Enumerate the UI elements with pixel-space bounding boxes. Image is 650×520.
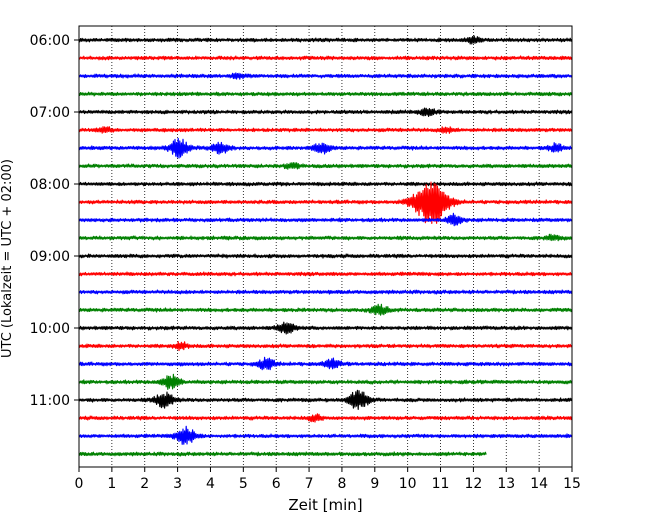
x-tick-label: 5 [239,476,248,492]
y-tick-label: 09:00 [30,249,70,265]
trace-line [78,181,573,187]
trace-line [78,72,573,80]
trace-line [78,271,573,277]
y-tick-label: 06:00 [30,33,70,49]
trace-line [78,253,573,259]
x-axis-ticks: 0 1 2 3 4 5 6 7 8 9 10 11 12 13 14 15 [75,467,581,492]
x-tick-label: 14 [530,476,548,492]
x-tick-label: 15 [563,476,581,492]
x-tick-label: 7 [305,476,314,492]
y-tick-label: 11:00 [30,393,70,409]
trace-line [78,413,573,423]
x-tick-label: 9 [370,476,379,492]
trace-line [78,233,573,242]
y-tick-label: 10:00 [30,321,70,337]
y-tick-label: 08:00 [30,177,70,193]
trace-line [78,212,573,227]
y-tick-label: 07:00 [30,105,70,121]
seismic-traces [78,35,573,457]
plot-frame [78,25,573,468]
trace-line [78,91,573,97]
trace-line [78,356,573,371]
trace-line [78,451,487,457]
trace-line [78,425,573,445]
x-tick-label: 4 [206,476,215,492]
x-tick-label: 8 [337,476,346,492]
trace-line [78,35,573,45]
x-tick-label: 12 [464,476,482,492]
trace-line [78,321,573,335]
trace-line [78,162,573,170]
y-axis-label: UTC (Lokalzeit = UTC + 02:00) [0,159,15,358]
x-tick-label: 13 [497,476,515,492]
trace-line [78,341,573,352]
x-tick-label: 3 [173,476,182,492]
trace-line [78,181,573,224]
trace-line [78,303,573,316]
trace-line [78,289,573,295]
x-tick-label: 1 [107,476,116,492]
trace-line [78,55,573,61]
x-tick-label: 0 [75,476,84,492]
x-axis-label: Zeit [min] [288,496,362,514]
trace-line [78,137,573,159]
trace-line [78,126,573,134]
x-tick-label: 2 [140,476,149,492]
trace-line [78,373,573,390]
x-tick-label: 10 [399,476,417,492]
trace-line [78,389,573,410]
x-tick-label: 11 [432,476,450,492]
y-axis-ticks: 06:00 07:00 08:00 09:00 10:00 11:00 [30,33,79,409]
trace-line [78,107,573,117]
x-tick-label: 6 [272,476,281,492]
